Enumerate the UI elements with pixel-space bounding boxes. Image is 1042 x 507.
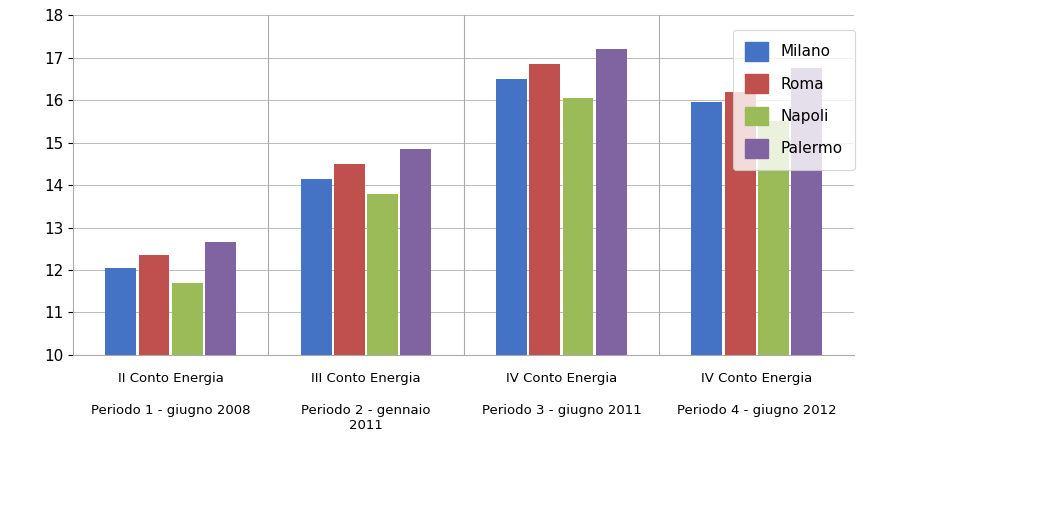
- Bar: [205, 242, 235, 355]
- Bar: [333, 164, 365, 355]
- Bar: [496, 79, 527, 355]
- Bar: [400, 149, 431, 355]
- Legend: Milano, Roma, Napoli, Palermo: Milano, Roma, Napoli, Palermo: [734, 29, 854, 170]
- Bar: [172, 283, 203, 355]
- Text: Periodo 2 - gennaio
2011: Periodo 2 - gennaio 2011: [301, 404, 430, 432]
- Bar: [139, 255, 170, 355]
- Text: IV Conto Energia: IV Conto Energia: [701, 372, 813, 385]
- Text: III Conto Energia: III Conto Energia: [312, 372, 421, 385]
- Bar: [692, 102, 722, 355]
- Bar: [563, 98, 594, 355]
- Bar: [105, 268, 137, 355]
- Bar: [724, 92, 755, 355]
- Bar: [596, 49, 626, 355]
- Bar: [301, 178, 331, 355]
- Text: Periodo 4 - giugno 2012: Periodo 4 - giugno 2012: [677, 404, 837, 417]
- Bar: [529, 64, 561, 355]
- Bar: [791, 68, 822, 355]
- Bar: [367, 194, 398, 355]
- Text: Periodo 3 - giugno 2011: Periodo 3 - giugno 2011: [481, 404, 641, 417]
- Bar: [758, 121, 789, 355]
- Text: II Conto Energia: II Conto Energia: [118, 372, 224, 385]
- Text: Periodo 1 - giugno 2008: Periodo 1 - giugno 2008: [91, 404, 250, 417]
- Text: IV Conto Energia: IV Conto Energia: [505, 372, 617, 385]
